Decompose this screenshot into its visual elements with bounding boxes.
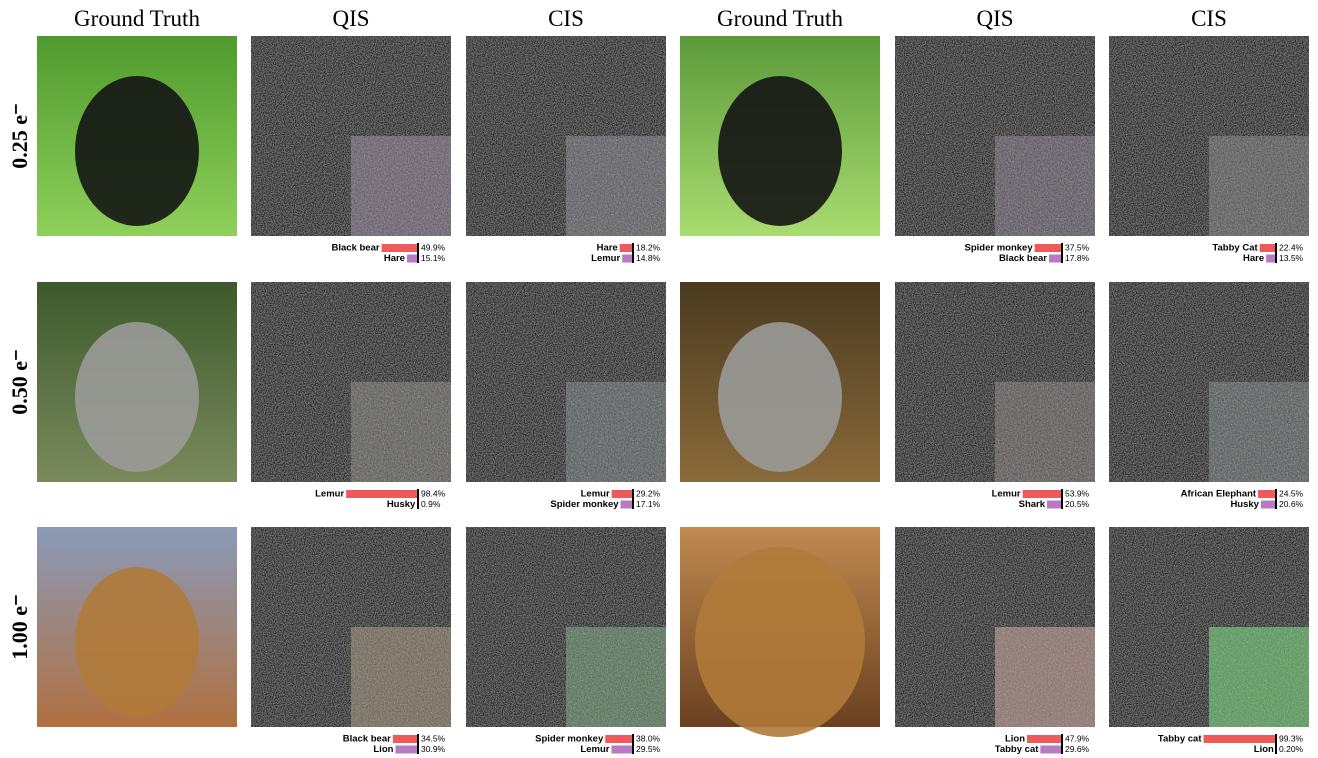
probability-bar xyxy=(1049,254,1062,263)
reconstruction-inset xyxy=(566,136,666,236)
probability-bar xyxy=(622,254,633,263)
probability-bar xyxy=(1258,490,1276,498)
probability-label: 22.4% xyxy=(1279,242,1304,252)
probability-label: 13.5% xyxy=(1279,253,1304,263)
probability-bar xyxy=(1047,500,1062,509)
probability-bar xyxy=(392,735,418,743)
animal-silhouette xyxy=(718,322,842,472)
class-name: Tabby cat xyxy=(1158,734,1202,745)
probability-bar xyxy=(1203,735,1276,743)
reconstruction-inset xyxy=(995,382,1095,482)
class-name: Spider monkey xyxy=(550,499,619,510)
probability-bar xyxy=(619,244,633,252)
probability-label: 34.5% xyxy=(421,733,446,743)
probability-label: 29.5% xyxy=(636,744,661,754)
reconstruction-inset xyxy=(351,627,451,727)
reconstruction-inset xyxy=(566,627,666,727)
class-name: Tabby Cat xyxy=(1212,243,1258,254)
probability-label: 15.1% xyxy=(421,253,446,263)
probability-label: 17.1% xyxy=(636,499,661,509)
probability-label: 14.8% xyxy=(636,253,661,263)
class-name: Shark xyxy=(1019,499,1046,510)
class-name: Lion xyxy=(1005,734,1025,745)
animal-silhouette xyxy=(75,322,199,472)
probability-label: 18.2% xyxy=(636,242,661,252)
animal-silhouette xyxy=(75,76,199,226)
probability-bar xyxy=(381,244,418,252)
probability-label: 29.6% xyxy=(1065,744,1090,754)
class-name: Hare xyxy=(597,243,618,254)
probability-bar xyxy=(611,490,633,498)
class-name: Lion xyxy=(373,744,393,755)
row-label: 1.00 e⁻ xyxy=(7,594,32,659)
probability-label: 29.2% xyxy=(636,488,661,498)
class-name: Black bear xyxy=(332,243,380,254)
probability-bar xyxy=(611,745,633,754)
column-header: Ground Truth xyxy=(74,6,200,31)
probability-label: 20.5% xyxy=(1065,499,1090,509)
column-header: CIS xyxy=(548,6,584,31)
reconstruction-inset xyxy=(1209,136,1309,236)
column-header: QIS xyxy=(976,6,1013,31)
class-name: Lion xyxy=(1254,744,1274,755)
probability-label: 99.3% xyxy=(1279,733,1304,743)
class-name: Lemur xyxy=(591,253,620,264)
probability-bar xyxy=(1022,490,1062,498)
probability-label: 0.9% xyxy=(421,499,441,509)
column-header: Ground Truth xyxy=(717,6,843,31)
class-name: Husky xyxy=(387,499,416,510)
probability-bar xyxy=(395,745,418,754)
animal-silhouette xyxy=(75,567,199,717)
class-name: Tabby cat xyxy=(995,744,1039,755)
column-header: QIS xyxy=(332,6,369,31)
probability-bar xyxy=(1259,244,1276,252)
reconstruction-inset xyxy=(351,382,451,482)
probability-bar xyxy=(1266,254,1276,263)
class-name: African Elephant xyxy=(1181,489,1257,500)
probability-label: 20.6% xyxy=(1279,499,1304,509)
probability-label: 24.5% xyxy=(1279,488,1304,498)
probability-label: 53.9% xyxy=(1065,488,1090,498)
reconstruction-inset xyxy=(1209,627,1309,727)
class-name: Husky xyxy=(1230,499,1259,510)
class-name: Black bear xyxy=(999,253,1047,264)
class-name: Lemur xyxy=(315,489,344,500)
class-name: Lemur xyxy=(580,744,609,755)
class-name: Hare xyxy=(384,253,405,264)
class-name: Spider monkey xyxy=(535,734,604,745)
probability-bar xyxy=(406,254,418,263)
probability-bar xyxy=(1027,735,1062,743)
probability-label: 0.20% xyxy=(1279,744,1304,754)
class-name: Black bear xyxy=(343,734,391,745)
probability-bar xyxy=(605,735,633,743)
reconstruction-inset xyxy=(995,136,1095,236)
reconstruction-inset xyxy=(995,627,1095,727)
column-header: CIS xyxy=(1191,6,1227,31)
probability-bar xyxy=(1040,745,1062,754)
probability-label: 98.4% xyxy=(421,488,446,498)
probability-bar xyxy=(1034,244,1062,252)
probability-bar xyxy=(1260,500,1276,509)
row-label: 0.50 e⁻ xyxy=(7,349,32,414)
probability-bar xyxy=(620,500,633,509)
probability-label: 17.8% xyxy=(1065,253,1090,263)
reconstruction-inset xyxy=(566,382,666,482)
class-name: Lemur xyxy=(581,489,610,500)
animal-silhouette xyxy=(718,76,842,226)
probability-bar xyxy=(346,490,418,498)
probability-label: 30.9% xyxy=(421,744,446,754)
reconstruction-inset xyxy=(1209,382,1309,482)
reconstruction-inset xyxy=(351,136,451,236)
probability-label: 49.9% xyxy=(421,242,446,252)
class-name: Spider monkey xyxy=(965,243,1034,254)
class-name: Lemur xyxy=(992,489,1021,500)
probability-label: 37.5% xyxy=(1065,242,1090,252)
probability-label: 38.0% xyxy=(636,733,661,743)
probability-label: 47.9% xyxy=(1065,733,1090,743)
animal-silhouette xyxy=(695,547,865,737)
row-label: 0.25 e⁻ xyxy=(7,103,32,168)
class-name: Hare xyxy=(1243,253,1264,264)
